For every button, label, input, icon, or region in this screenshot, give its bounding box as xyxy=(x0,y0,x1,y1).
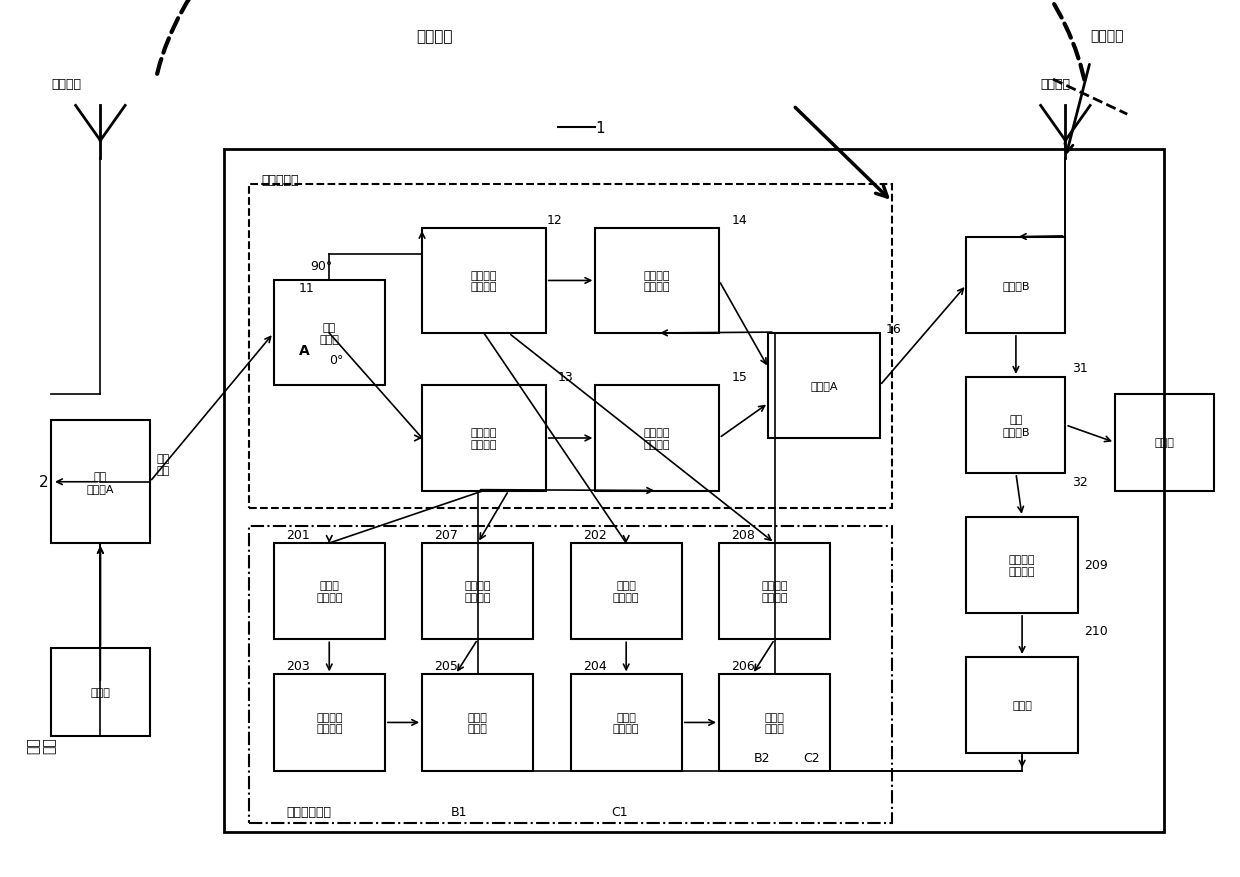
FancyBboxPatch shape xyxy=(274,544,384,639)
Text: 正交路
乘法器: 正交路 乘法器 xyxy=(765,712,785,733)
Text: 31: 31 xyxy=(1071,362,1087,375)
Text: 207: 207 xyxy=(434,528,459,541)
FancyBboxPatch shape xyxy=(1115,395,1214,491)
Text: 同相路电
调衰减器: 同相路电 调衰减器 xyxy=(644,428,671,449)
Text: 205: 205 xyxy=(434,660,459,673)
FancyBboxPatch shape xyxy=(719,674,831,771)
Text: 90°: 90° xyxy=(311,260,334,273)
Text: 矢量调制器: 矢量调制器 xyxy=(262,175,299,187)
FancyBboxPatch shape xyxy=(422,674,533,771)
FancyBboxPatch shape xyxy=(422,386,546,491)
Text: 发射天线: 发射天线 xyxy=(51,78,81,91)
FancyBboxPatch shape xyxy=(769,333,880,438)
Text: 功分器: 功分器 xyxy=(1012,700,1032,710)
Text: 202: 202 xyxy=(583,528,606,541)
Text: B2: B2 xyxy=(754,751,770,764)
Text: 206: 206 xyxy=(732,660,755,673)
FancyBboxPatch shape xyxy=(274,674,384,771)
Text: 同相路定
向耦合器: 同相路定 向耦合器 xyxy=(471,428,497,449)
FancyBboxPatch shape xyxy=(422,229,546,333)
Text: 定向
耦合器B: 定向 耦合器B xyxy=(1002,415,1029,436)
FancyBboxPatch shape xyxy=(595,386,719,491)
Text: 210: 210 xyxy=(1084,624,1107,638)
FancyBboxPatch shape xyxy=(595,229,719,333)
Text: 2: 2 xyxy=(38,474,48,489)
FancyBboxPatch shape xyxy=(966,238,1065,333)
Text: C2: C2 xyxy=(804,751,820,764)
Text: 接收天线: 接收天线 xyxy=(1040,78,1070,91)
Text: 正交路
延时电路: 正交路 延时电路 xyxy=(613,712,640,733)
Text: 有用信号: 有用信号 xyxy=(1090,29,1123,43)
Text: A: A xyxy=(299,344,310,358)
Text: 定向
耦合器A: 定向 耦合器A xyxy=(87,472,114,493)
Text: B1: B1 xyxy=(451,805,467,818)
Text: 11: 11 xyxy=(299,282,314,295)
Text: 正交路低
过滤波器: 正交路低 过滤波器 xyxy=(761,581,787,602)
Text: 13: 13 xyxy=(558,371,574,384)
FancyBboxPatch shape xyxy=(966,517,1078,613)
Text: 12: 12 xyxy=(547,213,563,226)
Text: 0°: 0° xyxy=(330,353,343,367)
Text: 辐射干扰: 辐射干扰 xyxy=(417,29,453,44)
Text: 203: 203 xyxy=(286,660,310,673)
Text: 32: 32 xyxy=(1071,475,1087,488)
Text: 同相路射
频放大器: 同相路射 频放大器 xyxy=(316,712,342,733)
Text: 发射机: 发射机 xyxy=(91,687,110,697)
Text: 正交
功分器: 正交 功分器 xyxy=(320,323,340,345)
Text: 204: 204 xyxy=(583,660,606,673)
Text: 参考
信号: 参考 信号 xyxy=(156,454,170,475)
FancyBboxPatch shape xyxy=(966,377,1065,474)
FancyBboxPatch shape xyxy=(570,674,682,771)
Text: 对消
装置: 对消 装置 xyxy=(26,736,56,752)
Text: 反馈控制电路: 反馈控制电路 xyxy=(286,805,331,818)
Text: 16: 16 xyxy=(887,323,901,336)
Text: 209: 209 xyxy=(1084,559,1107,572)
Text: 正交路电
调衰减器: 正交路电 调衰减器 xyxy=(644,270,671,292)
FancyBboxPatch shape xyxy=(966,657,1078,753)
Text: 15: 15 xyxy=(732,371,748,384)
FancyBboxPatch shape xyxy=(51,648,150,736)
Text: 合成器A: 合成器A xyxy=(811,381,838,391)
FancyBboxPatch shape xyxy=(51,421,150,544)
FancyBboxPatch shape xyxy=(570,544,682,639)
Text: C1: C1 xyxy=(611,805,629,818)
Text: 同相路
延时电路: 同相路 延时电路 xyxy=(316,581,342,602)
Text: 14: 14 xyxy=(732,213,746,226)
Text: 同相路射
频放大器: 同相路射 频放大器 xyxy=(1009,554,1035,576)
Text: 正交路
延时电路: 正交路 延时电路 xyxy=(613,581,640,602)
FancyBboxPatch shape xyxy=(274,282,384,386)
Text: 同相路低
过滤波器: 同相路低 过滤波器 xyxy=(465,581,491,602)
Text: 208: 208 xyxy=(732,528,755,541)
FancyBboxPatch shape xyxy=(719,544,831,639)
Text: 201: 201 xyxy=(286,528,310,541)
FancyBboxPatch shape xyxy=(422,544,533,639)
Text: 正交路定
向耦合器: 正交路定 向耦合器 xyxy=(471,270,497,292)
Text: 接收机: 接收机 xyxy=(1154,438,1174,448)
Text: 1: 1 xyxy=(595,121,605,136)
Text: 合成器B: 合成器B xyxy=(1002,281,1029,290)
Text: 同相路
乘法器: 同相路 乘法器 xyxy=(467,712,487,733)
